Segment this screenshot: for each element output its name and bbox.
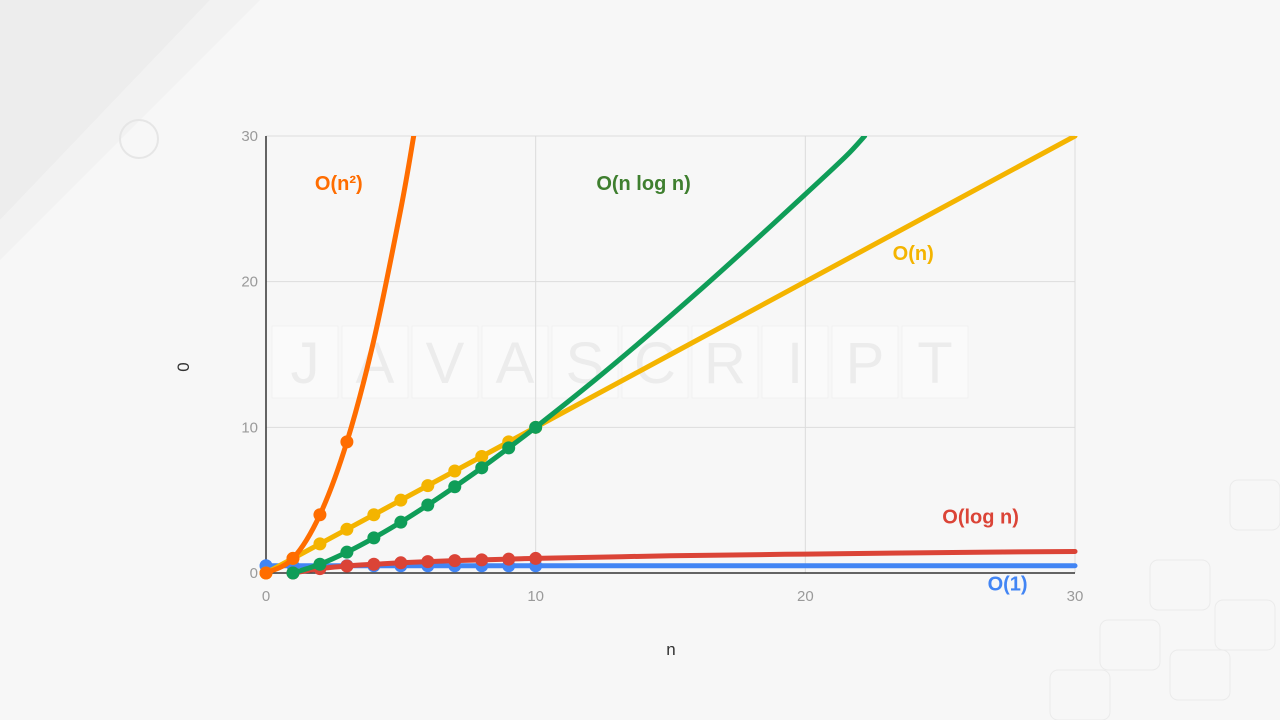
series-o-log-n	[286, 548, 1078, 580]
watermark-letter: A	[496, 331, 535, 396]
watermark-tile	[761, 325, 829, 399]
data-point	[502, 441, 516, 455]
bg-stripe	[0, 0, 260, 260]
bg-circle-icon	[119, 119, 159, 159]
data-point	[286, 551, 300, 565]
x-axis-title: n	[666, 640, 675, 659]
x-tick-label: 30	[1067, 588, 1084, 605]
watermark-letter: R	[704, 331, 746, 396]
watermark-tile	[481, 325, 549, 399]
data-point	[286, 566, 300, 580]
y-tick-label: 30	[241, 128, 258, 145]
watermark-letter: J	[291, 331, 320, 396]
data-point	[421, 498, 435, 512]
data-point	[502, 552, 516, 566]
x-tick-label: 10	[527, 588, 544, 605]
x-tick-label: 0	[262, 588, 270, 605]
watermark-tile	[901, 325, 969, 399]
watermark-letter: T	[917, 331, 952, 396]
y-tick-label: 20	[241, 274, 258, 291]
y-axis-title: 0	[174, 362, 193, 371]
series-label: O(1)	[988, 573, 1028, 595]
data-point	[394, 515, 408, 529]
series-o-n-log-n	[286, 136, 868, 580]
data-point	[367, 508, 381, 522]
data-point	[529, 420, 543, 434]
axes: 0 10 20 30 0 10 20 30	[241, 128, 1083, 605]
data-point	[313, 537, 327, 551]
data-point	[313, 508, 327, 522]
data-point	[340, 545, 354, 559]
watermark-tile	[831, 325, 899, 399]
data-point	[475, 449, 489, 463]
data-point	[394, 556, 408, 570]
data-point	[259, 566, 273, 580]
watermark-tile	[271, 325, 339, 399]
data-point	[340, 522, 354, 536]
data-point	[394, 493, 408, 507]
series-o-n	[259, 136, 417, 580]
y-tick-label: 10	[241, 419, 258, 436]
data-point	[421, 479, 435, 493]
data-point	[475, 461, 489, 475]
data-point	[367, 557, 381, 571]
data-point	[448, 464, 462, 478]
series-line	[290, 548, 1078, 576]
watermark-tile	[411, 325, 479, 399]
series-layer	[259, 136, 1078, 580]
data-point	[448, 554, 462, 568]
watermark-letter: V	[426, 331, 465, 396]
data-point	[340, 435, 354, 449]
watermark-letter: I	[787, 331, 803, 396]
data-point	[340, 559, 354, 573]
data-point	[421, 555, 435, 569]
series-label: O(n log n)	[596, 173, 690, 195]
series-label: O(n)	[893, 243, 934, 265]
bg-keyboard-decoration	[1049, 479, 1280, 720]
data-point	[313, 557, 327, 571]
watermark-letter: P	[846, 331, 885, 396]
y-tick-label: 0	[250, 565, 258, 582]
series-labels: O(1) O(log n) O(n) O(n log n) O(n²)	[315, 173, 1028, 596]
x-tick-label: 20	[797, 588, 814, 605]
data-point	[367, 531, 381, 545]
data-point	[448, 480, 462, 494]
data-point	[475, 553, 489, 567]
series-label: O(n²)	[315, 173, 363, 195]
data-point	[529, 551, 543, 565]
series-label: O(log n)	[942, 506, 1019, 528]
